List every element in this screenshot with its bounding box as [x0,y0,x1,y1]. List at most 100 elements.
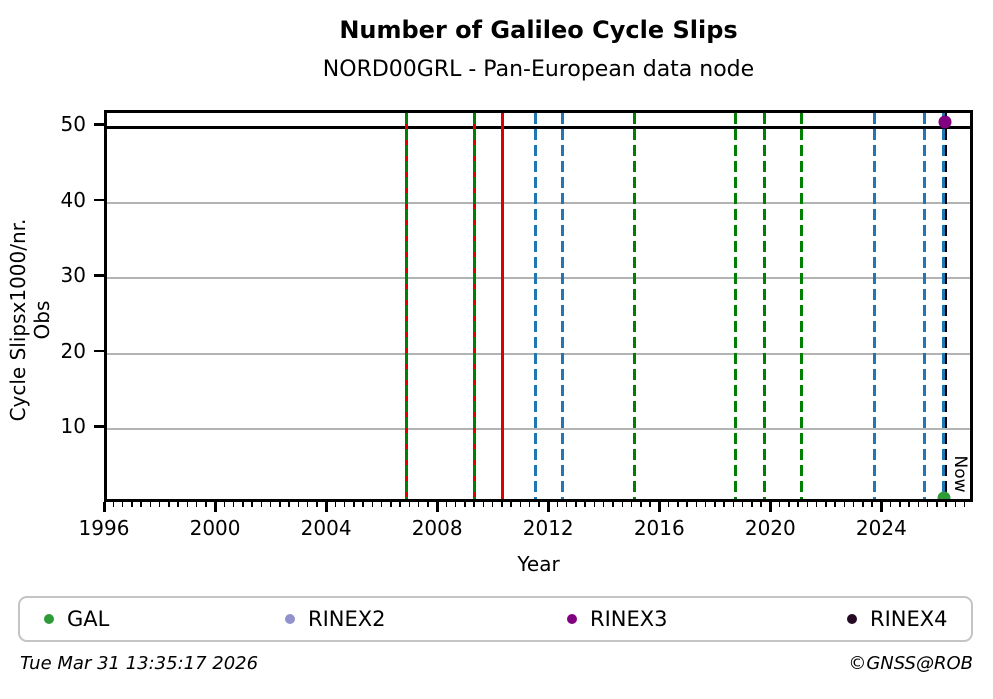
x-minor-tick [714,502,716,507]
x-minor-tick [232,502,235,507]
x-axis-label: Year [517,552,560,576]
event-line [534,113,538,499]
x-minor-tick [149,502,152,507]
legend-marker-icon [285,614,295,624]
gridline-y20 [107,352,970,355]
x-major-tick [103,502,106,512]
y-tick-label: 50 [60,112,86,137]
event-line [923,113,927,499]
x-minor-tick [177,502,179,507]
x-minor-tick [242,502,244,507]
x-minor-tick [778,502,781,507]
legend-marker-icon [567,614,577,624]
x-minor-tick [538,502,540,507]
x-minor-tick [917,502,920,507]
x-minor-tick [112,502,114,507]
event-line [734,113,738,499]
x-minor-tick [649,502,651,507]
x-minor-tick [417,502,420,507]
legend-label: GAL [67,607,110,631]
legend-label: RINEX3 [590,607,668,631]
x-tick-label: 2004 [300,516,352,540]
x-minor-tick [741,502,744,507]
x-minor-tick [140,502,142,507]
x-minor-tick [427,502,429,507]
threshold-line-50 [107,125,970,129]
x-minor-tick [843,502,846,507]
x-minor-tick [195,502,198,507]
x-minor-tick [362,502,364,507]
x-minor-tick [593,502,596,507]
chart-title: Number of Galileo Cycle Slips [339,16,738,44]
x-tick-label: 2016 [633,516,685,540]
x-minor-tick [131,502,133,507]
legend-item-rinex3: RINEX3 [567,598,668,640]
x-tick-label: 2020 [744,516,796,540]
plot-area: Now [104,110,973,502]
x-minor-tick [565,502,568,507]
data-point-rinex3 [938,115,952,129]
x-minor-tick [612,502,614,507]
x-minor-tick [602,502,605,507]
x-minor-tick [667,502,670,507]
y-tick [94,425,104,428]
x-minor-tick [862,502,864,507]
x-minor-tick [621,502,623,507]
legend-label: RINEX4 [870,607,948,631]
x-minor-tick [806,502,809,507]
x-minor-tick [260,502,263,507]
y-tick [94,123,104,126]
x-tick-label: 2008 [411,516,463,540]
x-minor-tick [852,502,855,507]
x-minor-tick [334,502,337,507]
x-major-tick [880,502,883,512]
x-minor-tick [899,502,901,507]
event-line [501,113,505,499]
x-minor-tick [723,502,725,507]
x-major-tick [325,502,328,512]
x-minor-tick [158,502,161,507]
x-minor-tick [491,502,494,507]
x-tick-label: 2024 [855,516,907,540]
x-minor-tick [251,502,253,507]
event-line [473,113,477,499]
data-point-gal [937,491,951,499]
x-major-tick [436,502,439,512]
x-minor-tick [343,502,346,507]
x-minor-tick [306,502,309,507]
y-tick [94,198,104,202]
x-minor-tick [963,502,966,507]
x-minor-tick [519,502,522,507]
y-tick [94,349,104,353]
x-minor-tick [871,502,873,507]
x-minor-tick [926,502,929,507]
legend-marker-icon [847,614,857,624]
x-minor-tick [371,502,374,507]
legend: GAL RINEX2 RINEX3 RINEX4 [18,596,973,642]
x-minor-tick [464,502,466,507]
x-minor-tick [704,502,707,507]
x-minor-tick [454,502,457,507]
x-minor-tick [797,502,799,507]
x-major-tick [658,502,661,512]
x-minor-tick [695,502,698,507]
x-major-tick [769,502,772,512]
x-minor-tick [399,502,401,507]
legend-label: RINEX2 [308,607,386,631]
gridline-y30 [107,277,970,280]
y-tick [94,274,104,277]
credit-text: ©GNSS@ROB [848,653,973,674]
x-minor-tick [168,502,170,507]
x-minor-tick [279,502,281,507]
x-minor-tick [677,502,679,507]
x-minor-tick [751,502,753,507]
x-minor-tick [908,502,910,507]
x-minor-tick [788,502,790,507]
timestamp-text: Tue Mar 31 13:35:17 2026 [20,653,259,674]
legend-item-rinex4: RINEX4 [847,598,948,640]
x-minor-tick [390,502,392,507]
x-minor-tick [528,502,531,507]
x-minor-tick [954,502,957,507]
x-minor-tick [584,502,586,507]
